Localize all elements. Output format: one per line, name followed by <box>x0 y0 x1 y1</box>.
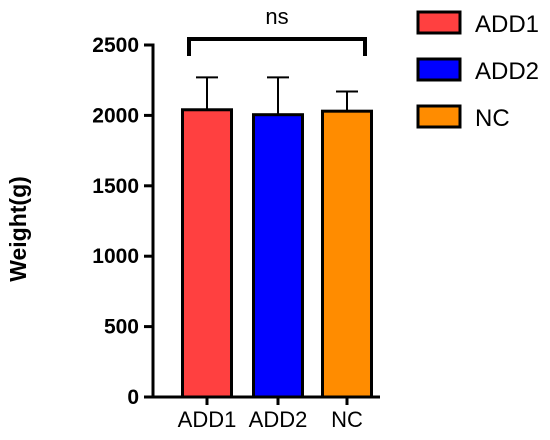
y-tick-label: 1500 <box>92 175 139 198</box>
y-tick-label: 0 <box>127 386 139 409</box>
legend-swatch-nc <box>416 104 462 129</box>
legend: ADD1 ADD2 NC <box>416 10 539 132</box>
y-axis-label: Weight(g) <box>5 176 31 282</box>
bars <box>181 76 373 399</box>
x-tick-label: NC <box>331 407 363 432</box>
legend-swatch-add1 <box>416 10 462 35</box>
legend-label-add1: ADD1 <box>475 11 539 38</box>
significance-label: ns <box>265 4 288 29</box>
axes: 0 500 1000 1500 2000 2500 ADD1 ADD2 NC <box>92 34 380 432</box>
y-tick-label: 500 <box>104 316 139 339</box>
y-tick-label: 2000 <box>92 104 139 127</box>
legend-label-nc: NC <box>475 105 510 132</box>
x-tick-label: ADD1 <box>178 407 237 432</box>
significance-bracket <box>187 37 367 56</box>
bar-nc <box>321 109 373 399</box>
legend-swatch-add2 <box>416 57 462 82</box>
legend-label-add2: ADD2 <box>475 58 539 85</box>
bar-add2 <box>252 113 304 399</box>
bar-add1 <box>181 108 233 399</box>
y-tick-label: 1000 <box>92 245 139 268</box>
x-tick-label: ADD2 <box>249 407 308 432</box>
significance-annotation: ns <box>187 4 367 56</box>
y-tick-label: 2500 <box>92 34 139 57</box>
